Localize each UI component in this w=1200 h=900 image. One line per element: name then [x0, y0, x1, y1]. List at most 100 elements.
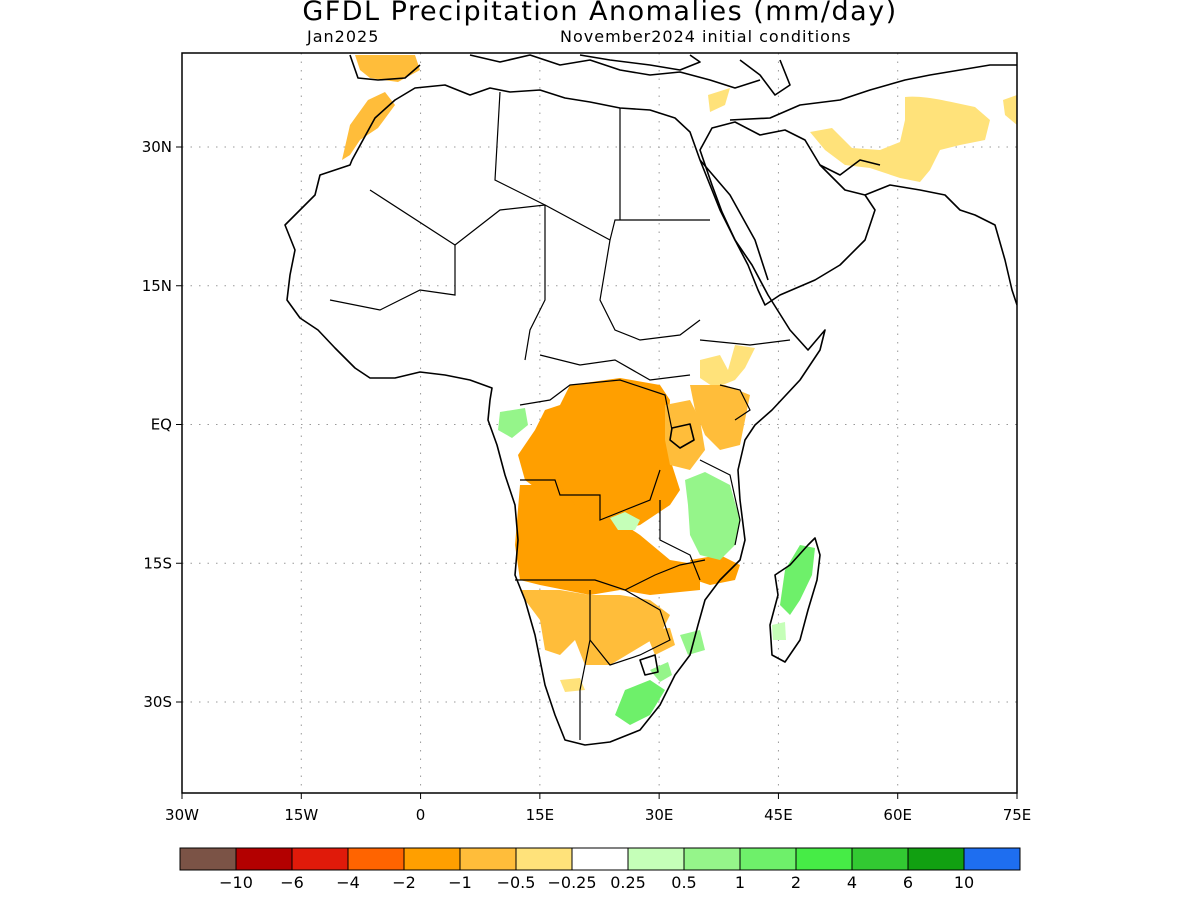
colorbar-swatch [795, 847, 853, 871]
iberia-coast [349, 54, 421, 81]
longitude-ticks: 30W 15W 0 15E 30E 45E 60E 75E [165, 793, 1031, 824]
lon-tick-label: 75E [1003, 806, 1032, 824]
colorbar-label: −2 [392, 873, 416, 892]
mozambique-north-dry-anomaly [690, 555, 740, 585]
lon-tick-label: 30E [645, 806, 674, 824]
colorbar-swatch [683, 847, 741, 871]
lon-tick-label: 0 [416, 806, 426, 824]
lat-tick-label: 15S [143, 554, 172, 572]
morocco-dry-anomaly [342, 92, 395, 160]
border-drc-south [520, 469, 661, 521]
gabon-wet-anomaly [498, 408, 528, 438]
colorbar-swatch [571, 847, 629, 871]
border-sudan [599, 239, 701, 341]
border-kenya-somalia [719, 384, 751, 421]
border-algeria [494, 91, 546, 206]
colorbar-label: −6 [280, 873, 304, 892]
southafrica-east-wet-anomaly [615, 680, 665, 725]
iberia-dry-anomaly [355, 55, 420, 82]
colorbar-swatch [907, 847, 965, 871]
asia-coast [729, 64, 1017, 121]
colorbar-swatch [403, 847, 461, 871]
colorbar-label: −1 [448, 873, 472, 892]
border-angola-south [515, 559, 706, 591]
mozambique-wet-anomaly [685, 472, 740, 560]
lat-tick-label: 15N [142, 277, 172, 295]
colorbar-label: 1 [735, 873, 745, 892]
mozambique-south-wet-anomaly [680, 630, 705, 655]
colorbar-swatch [179, 847, 237, 871]
arabia-coast [699, 121, 876, 306]
map-frame [181, 52, 1018, 794]
black-sea-coast [579, 54, 701, 71]
levant-dry-anomaly [708, 88, 730, 112]
anomaly-shading [342, 55, 1017, 725]
colorbar-swatch [515, 847, 573, 871]
border-car [539, 354, 691, 381]
lesotho-wet-anomaly [650, 662, 672, 682]
madagascar-south-wet-anomaly [772, 622, 786, 640]
arabia-dry-anomaly [810, 96, 990, 182]
border-niger-chad [524, 205, 546, 361]
lon-tick-label: 15E [526, 806, 555, 824]
colorbar-swatch [235, 847, 293, 871]
colorbar-swatch [459, 847, 517, 871]
southafrica-dry-anomaly [560, 678, 585, 692]
colorbar-swatch [627, 847, 685, 871]
colorbar-swatch [291, 847, 349, 871]
border-ethiopia [699, 339, 791, 346]
initial-conditions-label: November2024 initial conditions [560, 27, 852, 46]
india-dry-anomaly [1003, 95, 1017, 125]
south-asia-coast [864, 184, 1017, 306]
lon-tick-label: 60E [883, 806, 912, 824]
lat-tick-label: EQ [151, 416, 172, 434]
madagascar-wet-anomaly [780, 545, 815, 615]
lat-tick-label: 30N [142, 138, 172, 156]
lon-tick-label: 30W [165, 806, 199, 824]
colorbar-label: −4 [336, 873, 360, 892]
colorbar-label: 0.5 [671, 873, 696, 892]
colorbar-label: 2 [791, 873, 801, 892]
europe-coast [469, 54, 761, 89]
border-tanzania-moz [699, 459, 741, 546]
red-sea-coast [699, 159, 769, 281]
lon-tick-label: 45E [764, 806, 793, 824]
colorbar-swatch [963, 847, 1021, 871]
persian-gulf-coast [819, 159, 881, 176]
coastlines [284, 54, 1017, 746]
border-malawi [659, 500, 701, 581]
colorbar-label: −0.25 [547, 873, 596, 892]
zambia-wet-anomaly [610, 512, 640, 530]
africa-coast [284, 84, 826, 746]
colorbar-label: 4 [847, 873, 857, 892]
kenya-dry-anomaly [690, 385, 750, 450]
map-title: GFDL Precipitation Anomalies (mm/day) [302, 0, 898, 27]
colorbar-swatch [347, 847, 405, 871]
forecast-month: Jan2025 [307, 27, 380, 46]
colorbar-swatch [851, 847, 909, 871]
caspian-sea-coast [739, 59, 791, 96]
border-namibia-east [579, 590, 591, 740]
border-mali [329, 245, 456, 311]
border-botswana [589, 589, 671, 666]
colorbar-label: 10 [954, 873, 974, 892]
country-borders [329, 91, 791, 740]
lake-victoria [669, 423, 695, 449]
namibia-botswana-dry-anomaly [520, 590, 670, 665]
colorbar-label: −0.5 [497, 873, 536, 892]
lon-tick-label: 15W [284, 806, 318, 824]
colorbar-label: 0.25 [610, 873, 646, 892]
latitude-ticks: 30N 15N EQ 15S 30S [142, 138, 182, 711]
lesotho-outline [639, 654, 659, 676]
lat-tick-label: 30S [143, 693, 172, 711]
ethiopia-dry-anomaly [700, 345, 755, 388]
colorbar: −10 −6 −4 −2 −1 −0.5 −0.25 0.25 0.5 1 2 4 6 10 [179, 847, 1021, 892]
colorbar-label: −10 [219, 873, 253, 892]
tanzania-dry-anomaly [665, 400, 705, 470]
madagascar-coast [769, 537, 821, 663]
angola-zambia-dry-anomaly [515, 485, 700, 595]
border-congo-north [519, 379, 673, 431]
colorbar-swatch [739, 847, 797, 871]
colorbar-label: 6 [903, 873, 913, 892]
